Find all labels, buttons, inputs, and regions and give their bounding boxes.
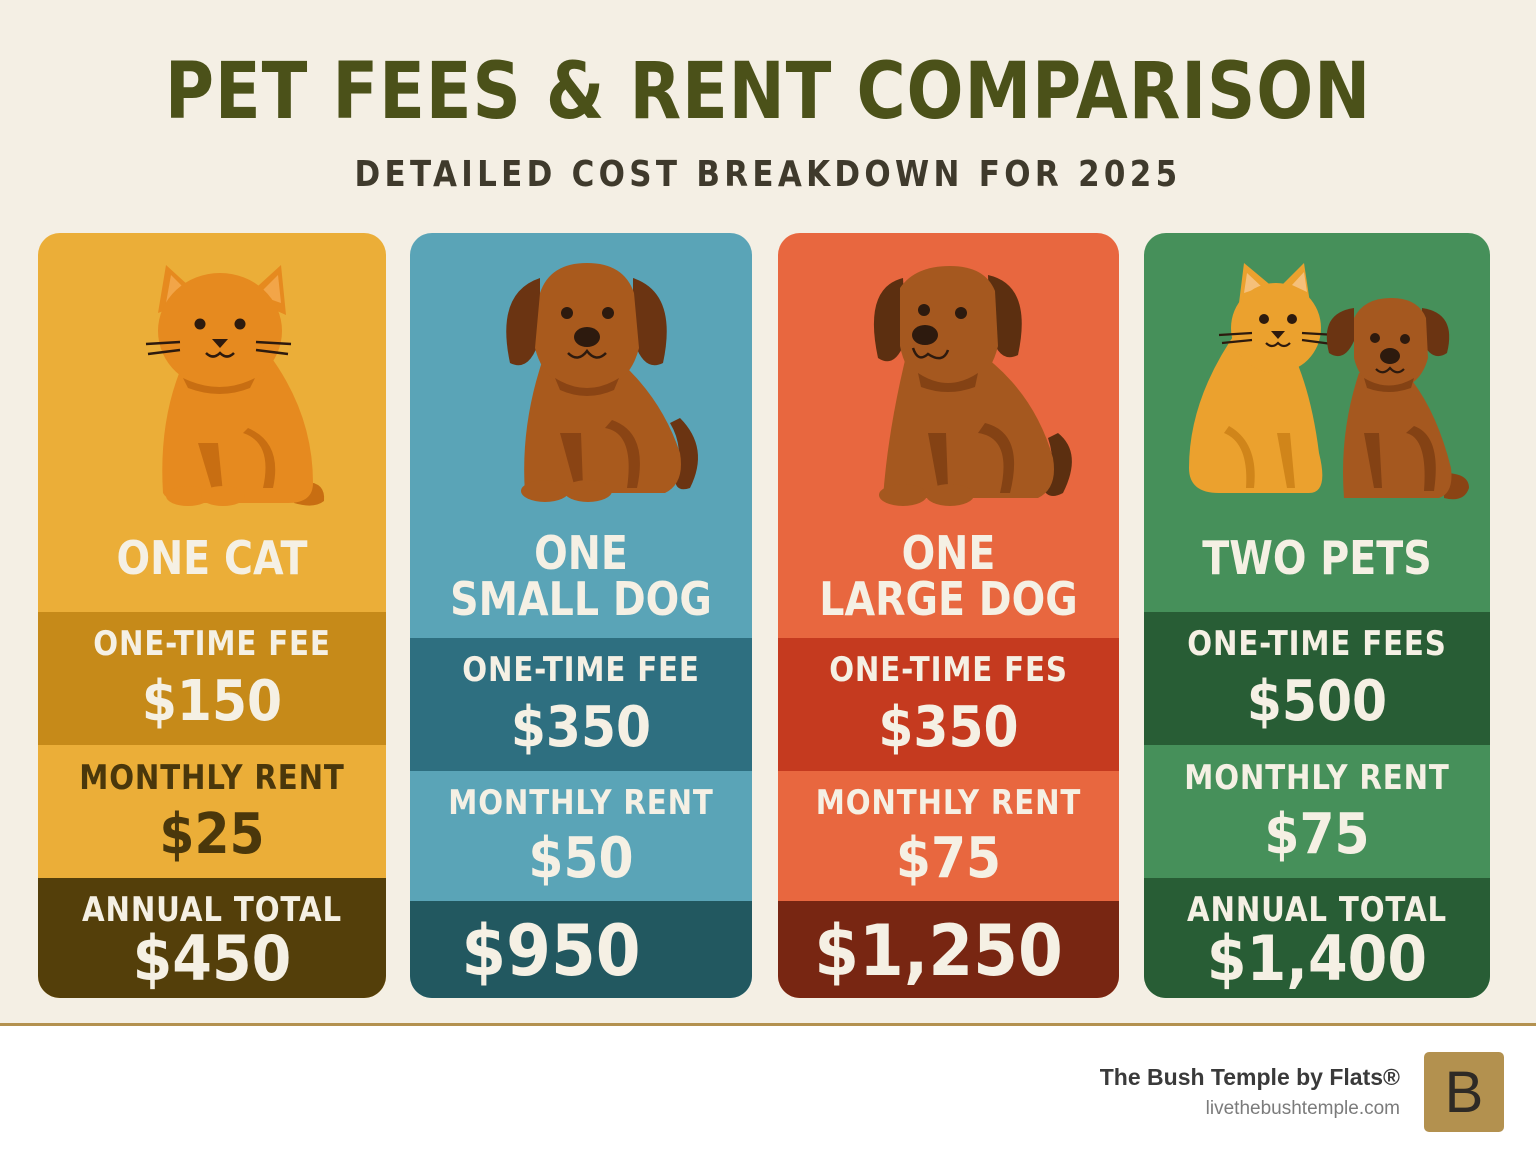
rent-label: MONTHLY RENT <box>1184 758 1450 798</box>
cat-icon <box>145 265 325 506</box>
total-value: $1,400 <box>1206 922 1428 995</box>
monthly-rent-band: MONTHLY RENT $25 <box>38 745 386 878</box>
card-one-cat: ONE CAT ONE-TIME FEE $150 MONTHLY RENT $… <box>38 233 386 998</box>
monthly-rent-band: MONTHLY RENT $75 <box>1144 745 1490 878</box>
one-time-fee-band: ONE-TIME FEE $350 <box>410 638 752 771</box>
monthly-rent-band: MONTHLY RENT $50 <box>410 771 752 901</box>
brand-logo-icon: B <box>1424 1052 1504 1132</box>
small-dog-icon <box>506 263 698 502</box>
card-two-pets: TWO PETS ONE-TIME FEES $500 MONTHLY RENT… <box>1144 233 1490 998</box>
page-title: PET FEES & RENT COMPARISON <box>164 47 1372 137</box>
fee-label: ONE-TIME FEES <box>1187 624 1447 664</box>
rent-value: $25 <box>159 802 265 867</box>
rent-value: $75 <box>1264 802 1370 867</box>
total-value: $950 <box>461 910 641 992</box>
fee-label: ONE-TIME FEE <box>462 650 700 690</box>
one-time-fee-band: ONE-TIME FEE $150 <box>38 612 386 745</box>
rent-value: $75 <box>895 826 1002 891</box>
rent-label: MONTHLY RENT <box>815 783 1082 823</box>
one-time-fee-band: ONE-TIME FES $350 <box>778 638 1119 771</box>
rent-label: MONTHLY RENT <box>448 783 714 823</box>
brand-url-link[interactable]: livethebushtemple.com <box>1205 1098 1400 1119</box>
fee-value: $150 <box>141 669 283 734</box>
cat-and-dog-icon <box>1189 263 1469 500</box>
rent-label: MONTHLY RENT <box>79 758 345 798</box>
footer <box>0 1026 1536 1154</box>
card-one-large-dog: ONE LARGE DOG ONE-TIME FES $350 MONTHLY … <box>778 233 1119 998</box>
monthly-rent-band: MONTHLY RENT $75 <box>778 771 1119 901</box>
card-title: ONE CAT <box>116 531 308 585</box>
fee-value: $350 <box>510 695 652 760</box>
total-value: $1,250 <box>814 910 1063 992</box>
annual-total-band: ANNUAL TOTAL $1,400 <box>1144 878 1490 998</box>
total-value: $450 <box>132 922 292 995</box>
total-label: ANNUAL TOTAL <box>1187 890 1447 930</box>
footer-divider <box>0 1023 1536 1026</box>
card-title-line-1: ONE <box>901 526 996 580</box>
one-time-fees-band: ONE-TIME FEES $500 <box>1144 612 1490 745</box>
fee-label: ONE-TIME FES <box>829 650 1068 690</box>
fee-label: ONE-TIME FEE <box>93 624 331 664</box>
annual-total-band: $1,250 <box>778 901 1119 998</box>
fee-value: $500 <box>1246 669 1388 734</box>
annual-total-band: $950 <box>410 901 752 998</box>
large-dog-icon <box>873 266 1072 506</box>
page-subtitle: DETAILED COST BREAKDOWN FOR 2025 <box>354 154 1182 195</box>
annual-total-band: ANNUAL TOTAL $450 <box>38 878 386 998</box>
card-title-line-1: ONE <box>534 526 628 580</box>
rent-value: $50 <box>528 826 634 891</box>
card-title-line-2: LARGE DOG <box>819 572 1078 626</box>
card-title-line-2: SMALL DOG <box>450 572 712 626</box>
fee-value: $350 <box>878 695 1019 760</box>
card-title: TWO PETS <box>1202 531 1432 585</box>
brand-name: The Bush Temple by Flats® <box>1099 1064 1400 1090</box>
total-label: ANNUAL TOTAL <box>82 890 342 930</box>
card-one-small-dog: ONE SMALL DOG ONE-TIME FEE $350 MONTHLY … <box>410 233 752 998</box>
